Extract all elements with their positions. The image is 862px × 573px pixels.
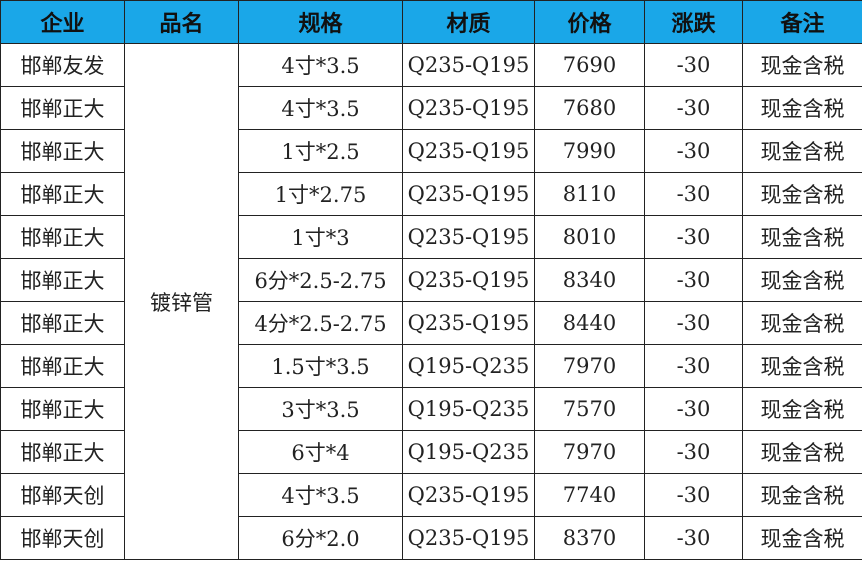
price-table: 企业 品名 规格 材质 价格 涨跌 备注 邯郸友发 镀锌管 4寸*3.5 Q235-Q…: [0, 0, 862, 560]
cell-company: 邯郸友发: [0, 43, 125, 87]
cell-price: 8110: [534, 172, 645, 216]
cell-change: -30: [644, 516, 743, 560]
cell-change: -30: [644, 473, 743, 517]
cell-material: Q195-Q235: [402, 344, 535, 388]
cell-change: -30: [644, 215, 743, 259]
cell-company: 邯郸正大: [0, 301, 125, 345]
cell-spec: 6寸*4: [238, 430, 403, 474]
cell-change: -30: [644, 387, 743, 431]
cell-material: Q235-Q195: [402, 258, 535, 302]
cell-note: 现金含税: [742, 344, 862, 388]
cell-material: Q235-Q195: [402, 129, 535, 173]
cell-spec: 4寸*3.5: [238, 43, 403, 87]
cell-material: Q195-Q235: [402, 387, 535, 431]
cell-note: 现金含税: [742, 258, 862, 302]
cell-price: 7970: [534, 430, 645, 474]
cell-change: -30: [644, 43, 743, 87]
header-row: 企业 品名 规格 材质 价格 涨跌 备注: [0, 0, 862, 44]
cell-change: -30: [644, 430, 743, 474]
header-change: 涨跌: [644, 0, 743, 44]
table-row: 邯郸友发 镀锌管 4寸*3.5 Q235-Q195 7690 -30 现金含税: [0, 43, 862, 560]
cell-note: 现金含税: [742, 129, 862, 173]
cell-note: 现金含税: [742, 43, 862, 87]
cell-material: Q235-Q195: [402, 301, 535, 345]
cell-change: -30: [644, 172, 743, 216]
cell-change: -30: [644, 129, 743, 173]
cell-product: 镀锌管: [124, 43, 239, 560]
cell-note: 现金含税: [742, 387, 862, 431]
table-row: 邯郸天创 6分*2.0 Q235-Q195 8370 -30 现金含税: [0, 516, 862, 560]
cell-price: 8340: [534, 258, 645, 302]
cell-material: Q235-Q195: [402, 172, 535, 216]
cell-spec: 4寸*3.5: [238, 473, 403, 517]
cell-spec: 3寸*3.5: [238, 387, 403, 431]
cell-price: 7970: [534, 344, 645, 388]
cell-price: 7680: [534, 86, 645, 130]
table-row: 邯郸天创 4寸*3.5 Q235-Q195 7740 -30 现金含税: [0, 473, 862, 517]
cell-company: 邯郸天创: [0, 473, 125, 517]
table-row: 邯郸正大 4分*2.5-2.75 Q235-Q195 8440 -30 现金含税: [0, 301, 862, 345]
cell-price: 8370: [534, 516, 645, 560]
header-company: 企业: [0, 0, 125, 44]
cell-spec: 1寸*2.5: [238, 129, 403, 173]
cell-company: 邯郸正大: [0, 86, 125, 130]
header-product: 品名: [124, 0, 239, 44]
cell-material: Q235-Q195: [402, 473, 535, 517]
cell-spec: 4寸*3.5: [238, 86, 403, 130]
cell-spec: 1寸*2.75: [238, 172, 403, 216]
cell-note: 现金含税: [742, 172, 862, 216]
cell-spec: 1.5寸*3.5: [238, 344, 403, 388]
cell-change: -30: [644, 301, 743, 345]
cell-company: 邯郸正大: [0, 387, 125, 431]
header-material: 材质: [402, 0, 535, 44]
cell-change: -30: [644, 86, 743, 130]
cell-company: 邯郸正大: [0, 129, 125, 173]
header-spec: 规格: [238, 0, 403, 44]
cell-spec: 1寸*3: [238, 215, 403, 259]
cell-material: Q235-Q195: [402, 215, 535, 259]
cell-price: 8440: [534, 301, 645, 345]
cell-company: 邯郸天创: [0, 516, 125, 560]
cell-note: 现金含税: [742, 430, 862, 474]
cell-company: 邯郸正大: [0, 430, 125, 474]
table-row: 邯郸正大 1寸*2.75 Q235-Q195 8110 -30 现金含税: [0, 172, 862, 216]
table-row: 邯郸正大 1寸*3 Q235-Q195 8010 -30 现金含税: [0, 215, 862, 259]
cell-material: Q235-Q195: [402, 43, 535, 87]
cell-change: -30: [644, 258, 743, 302]
cell-price: 7690: [534, 43, 645, 87]
table-row: 邯郸正大 6分*2.5-2.75 Q235-Q195 8340 -30 现金含税: [0, 258, 862, 302]
cell-price: 7740: [534, 473, 645, 517]
cell-price: 7990: [534, 129, 645, 173]
cell-spec: 6分*2.5-2.75: [238, 258, 403, 302]
cell-company: 邯郸正大: [0, 258, 125, 302]
cell-change: -30: [644, 344, 743, 388]
cell-price: 7570: [534, 387, 645, 431]
cell-note: 现金含税: [742, 301, 862, 345]
table-row: 邯郸正大 3寸*3.5 Q195-Q235 7570 -30 现金含税: [0, 387, 862, 431]
cell-note: 现金含税: [742, 516, 862, 560]
cell-material: Q235-Q195: [402, 86, 535, 130]
cell-company: 邯郸正大: [0, 215, 125, 259]
cell-note: 现金含税: [742, 86, 862, 130]
cell-spec: 6分*2.0: [238, 516, 403, 560]
header-note: 备注: [742, 0, 862, 44]
header-price: 价格: [534, 0, 645, 44]
cell-company: 邯郸正大: [0, 344, 125, 388]
cell-note: 现金含税: [742, 473, 862, 517]
cell-material: Q235-Q195: [402, 516, 535, 560]
cell-company: 邯郸正大: [0, 172, 125, 216]
table-row: 邯郸正大 1.5寸*3.5 Q195-Q235 7970 -30 现金含税: [0, 344, 862, 388]
cell-price: 8010: [534, 215, 645, 259]
cell-spec: 4分*2.5-2.75: [238, 301, 403, 345]
table-row: 邯郸正大 6寸*4 Q195-Q235 7970 -30 现金含税: [0, 430, 862, 474]
cell-note: 现金含税: [742, 215, 862, 259]
cell-material: Q195-Q235: [402, 430, 535, 474]
table-row: 邯郸正大 1寸*2.5 Q235-Q195 7990 -30 现金含税: [0, 129, 862, 173]
